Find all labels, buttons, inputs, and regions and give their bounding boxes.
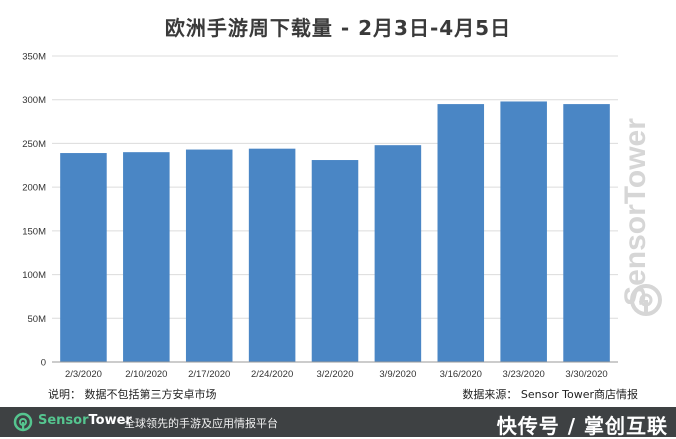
- bar: [374, 145, 422, 362]
- footer-overlay-watermark: 快传号 / 掌创互联: [496, 414, 668, 438]
- bar-chart: 0 50M 100M 150M 200M 250M 300M 350M 2/3/2020 2/1…: [22, 52, 618, 380]
- footnote-explanation: 说明： 数据不包括第三方安卓市场: [48, 388, 217, 401]
- chart-title: 欧洲手游周下载量 - 2月3日-4月5日: [164, 16, 512, 40]
- footer-brand: SensorTower: [38, 413, 132, 428]
- x-tick-label: 3/9/2020: [379, 369, 416, 380]
- sensortower-logo-icon: [13, 412, 33, 432]
- bar: [248, 148, 296, 362]
- bar: [60, 153, 107, 362]
- bar: [437, 104, 485, 362]
- y-tick-label: 200M: [22, 183, 46, 194]
- x-tick-label: 3/23/2020: [503, 369, 545, 380]
- y-tick-label: 0: [41, 358, 46, 369]
- footer-bar: SensorTower 全球领先的手游及应用情报平台 快传号 / 掌创互联: [0, 407, 676, 438]
- footer-brand-tower: Tower: [88, 413, 132, 428]
- sensortower-watermark-logo-icon: [630, 284, 662, 316]
- x-axis-labels: 2/3/2020 2/10/2020 2/17/2020 2/24/2020 3/2/2…: [65, 369, 608, 380]
- bar: [563, 104, 610, 362]
- y-tick-label: 300M: [22, 95, 46, 106]
- bar: [311, 160, 359, 362]
- y-tick-label: 350M: [22, 52, 46, 63]
- x-tick-label: 3/16/2020: [440, 369, 482, 380]
- x-tick-label: 2/17/2020: [188, 369, 230, 380]
- footer-tagline: 全球领先的手游及应用情报平台: [124, 417, 278, 430]
- y-tick-label: 100M: [22, 270, 46, 281]
- bars: [60, 101, 610, 362]
- x-tick-label: 2/3/2020: [65, 369, 102, 380]
- bar: [123, 152, 170, 362]
- footnote-source: 数据来源： Sensor Tower商店情报: [462, 388, 638, 401]
- watermark-text: SensorTower: [619, 118, 652, 306]
- x-tick-label: 3/2/2020: [317, 369, 354, 380]
- y-tick-label: 250M: [22, 139, 46, 150]
- y-axis-ticks: 0 50M 100M 150M 200M 250M 300M 350M: [22, 52, 46, 369]
- bar: [500, 101, 547, 362]
- y-tick-label: 50M: [28, 314, 47, 325]
- x-tick-label: 2/10/2020: [125, 369, 167, 380]
- x-tick-label: 2/24/2020: [251, 369, 293, 380]
- bar: [185, 149, 233, 362]
- footer-brand-sensor: Sensor: [38, 413, 89, 428]
- y-tick-label: 150M: [22, 226, 46, 237]
- x-tick-label: 3/30/2020: [565, 369, 607, 380]
